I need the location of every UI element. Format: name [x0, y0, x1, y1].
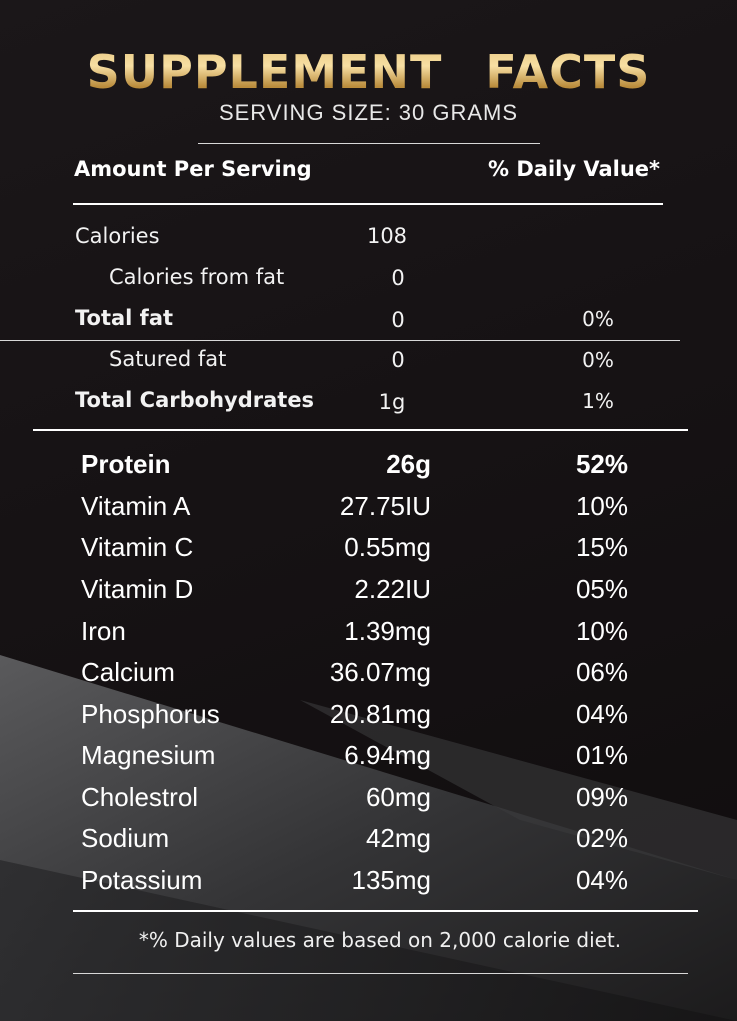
nutrient-dv: 01% [575, 740, 628, 770]
footnote: *% Daily values are based on 2,000 calor… [138, 928, 622, 952]
summary-row-amount: 1g [378, 390, 406, 414]
nutrient-amount: 26g [386, 449, 431, 479]
divider [0, 340, 680, 341]
nutrient-amount: 36.07mg [329, 657, 431, 687]
summary-row-dv: 1% [582, 389, 614, 413]
header-amount-per-serving: Amount Per Serving [74, 157, 312, 181]
nutrient-dv: 06% [575, 657, 628, 687]
nutrient-name: Sodium [81, 823, 170, 853]
nutrient-amount: 135mg [351, 865, 432, 895]
summary-row-amount: 0 [391, 266, 405, 290]
nutrient-dv: 52% [575, 449, 628, 479]
nutrient-name: Cholestrol [81, 782, 199, 812]
divider [73, 910, 698, 912]
nutrient-dv: 09% [575, 782, 628, 812]
summary-row-name: Total fat [75, 306, 174, 330]
nutrient-name: Magnesium [81, 740, 216, 770]
summary-row-dv: 0% [582, 348, 614, 372]
nutrient-amount: 60mg [365, 782, 431, 812]
label-title: SUPPLEMENT FACTS [0, 42, 737, 102]
nutrient-name: Vitamin A [81, 491, 191, 521]
nutrient-amount: 27.75IU [339, 491, 431, 521]
divider [33, 429, 688, 431]
summary-row-name: Calories from fat [109, 265, 285, 289]
nutrient-name: Vitamin C [81, 532, 194, 562]
nutrient-amount: 1.39mg [344, 616, 431, 646]
nutrient-dv: 10% [575, 491, 628, 521]
nutrient-name: Calcium [81, 657, 175, 687]
nutrient-dv: 10% [575, 616, 628, 646]
summary-row-name: Total Carbohydrates [75, 388, 315, 412]
summary-row-amount: 0 [391, 348, 405, 372]
divider [73, 203, 663, 205]
nutrient-dv: 04% [575, 865, 628, 895]
header-daily-value: % Daily Value* [488, 157, 660, 181]
divider [73, 973, 688, 974]
nutrient-name: Phosphorus [81, 699, 220, 729]
summary-row-dv: 0% [582, 307, 614, 331]
nutrient-amount: 42mg [365, 823, 431, 853]
nutrient-amount: 20.81mg [329, 699, 431, 729]
nutrient-amount: 6.94mg [344, 740, 431, 770]
divider [198, 143, 540, 144]
nutrient-dv: 04% [575, 699, 628, 729]
nutrient-name: Iron [81, 616, 126, 646]
nutrient-dv: 02% [575, 823, 628, 853]
summary-row-amount: 108 [366, 224, 408, 248]
summary-row-amount: 0 [391, 308, 405, 332]
summary-row-name: Calories [75, 224, 160, 248]
nutrient-amount: 2.22IU [354, 574, 431, 604]
summary-row-name: Satured fat [109, 347, 227, 371]
serving-size: SERVING SIZE: 30 GRAMS [218, 100, 519, 125]
nutrient-name: Protein [81, 449, 171, 479]
nutrient-name: Vitamin D [81, 574, 194, 604]
nutrient-amount: 0.55mg [344, 532, 431, 562]
nutrient-name: Potassium [81, 865, 203, 895]
nutrient-dv: 15% [575, 532, 628, 562]
nutrient-dv: 05% [575, 574, 628, 604]
